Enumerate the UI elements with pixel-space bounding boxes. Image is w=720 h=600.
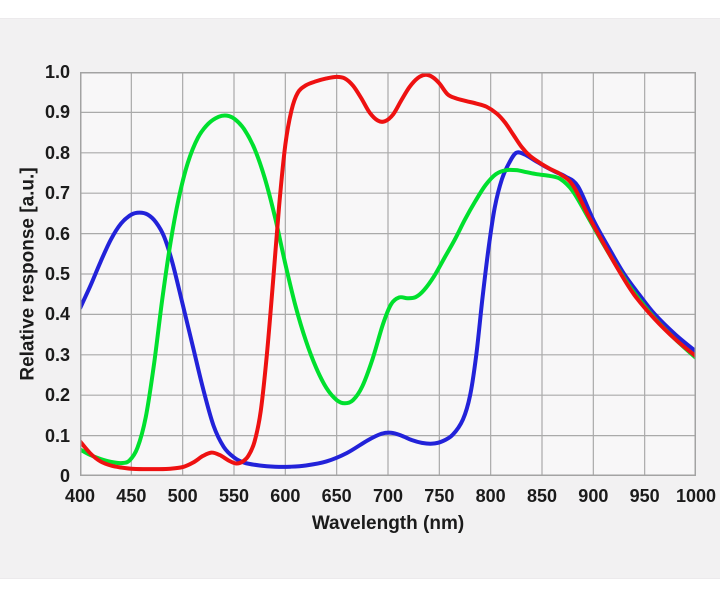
y-tick-label: 0.3 [44,344,70,365]
x-tick-label: 700 [372,486,404,506]
y-tick-label: 0.6 [44,223,70,244]
x-tick-label: 800 [475,486,506,506]
x-tick-label: 950 [629,486,660,506]
plot-area [80,72,696,476]
x-tick-label: 500 [167,486,198,506]
x-axis-title: Wavelength (nm) [311,513,465,534]
y-tick-label: 0.1 [44,425,70,446]
plot-border [80,72,696,476]
y-tick-label: 1.0 [44,62,70,82]
y-axis-title: Relative response [a.u.] [17,167,39,381]
x-tick-label: 750 [424,486,455,506]
x-tick-label: 900 [578,486,609,506]
x-tick-label: 1000 [675,486,717,506]
y-tick-label: 0 [59,466,70,486]
series-red-channel [80,72,696,472]
y-tick-label: 0.2 [44,385,70,406]
y-tick-label: 0.4 [44,304,70,325]
y-tick-label: 0.9 [44,102,70,123]
x-tick-label: 850 [526,486,558,506]
plot-svg [80,72,696,476]
x-tick-label: 450 [116,486,147,506]
y-tick-label: 0.5 [44,264,70,284]
x-tick-label: 650 [321,486,352,506]
x-tick-label: 400 [64,486,96,506]
y-tick-label: 0.8 [44,142,70,163]
y-tick-label: 0.7 [44,183,70,204]
x-tick-label: 600 [270,486,301,506]
x-tick-label: 550 [218,486,250,506]
series-green-channel [80,113,696,466]
